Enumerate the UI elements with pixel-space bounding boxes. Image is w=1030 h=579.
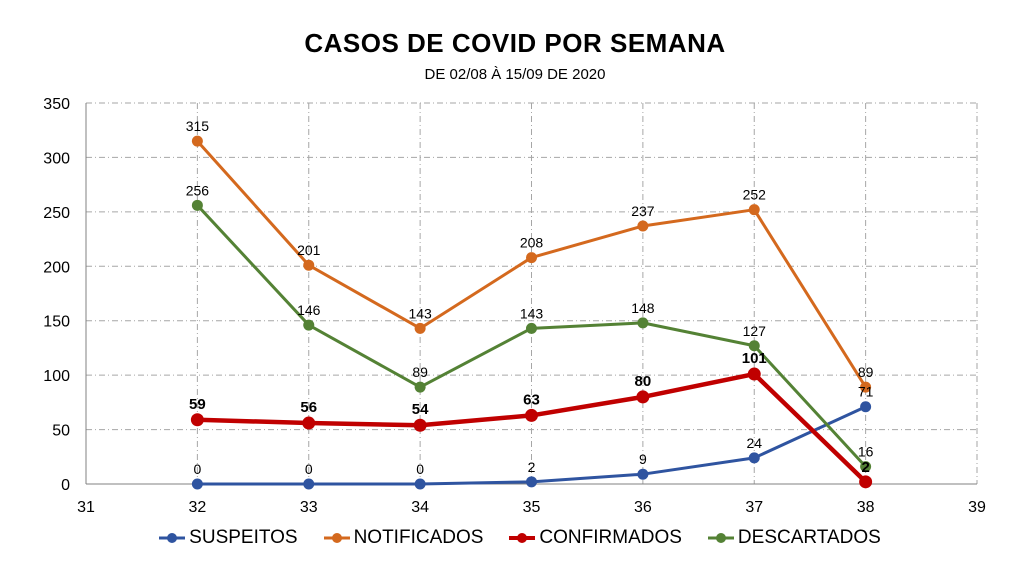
- legend-item-confirmados: CONFIRMADOS: [509, 527, 682, 549]
- data-label-descartados: 127: [743, 323, 767, 339]
- data-point-notificados: [191, 135, 203, 147]
- x-tick-label: 34: [411, 499, 429, 516]
- data-point-suspeitos: [191, 478, 203, 490]
- data-label-suspeitos: 0: [416, 461, 424, 477]
- data-label-notificados: 208: [520, 235, 544, 251]
- data-point-suspeitos: [748, 452, 760, 464]
- data-point-descartados: [414, 381, 426, 393]
- x-tick-label: 33: [300, 499, 318, 516]
- x-tick-label: 39: [968, 499, 986, 516]
- data-label-confirmados: 54: [412, 401, 429, 418]
- legend-label-notificados: NOTIFICADOS: [353, 527, 484, 548]
- legend-swatch-suspeitos: [159, 533, 186, 543]
- data-label-descartados: 143: [520, 305, 544, 321]
- y-tick-label: 100: [43, 368, 70, 385]
- data-label-descartados: 16: [858, 444, 874, 460]
- data-point-notificados: [860, 381, 872, 393]
- data-point-confirmados: [859, 475, 873, 489]
- y-tick-label: 250: [43, 205, 70, 222]
- chart-subtitle: DE 02/08 À 15/09 DE 2020: [424, 66, 606, 83]
- data-label-suspeitos: 0: [305, 461, 313, 477]
- data-label-confirmados: 101: [742, 350, 767, 367]
- data-point-confirmados: [190, 413, 204, 427]
- y-tick-label: 50: [52, 423, 70, 440]
- data-point-descartados: [637, 317, 649, 329]
- y-tick-label: 300: [43, 150, 70, 167]
- data-point-suspeitos: [637, 468, 649, 480]
- legend-label-suspeitos: SUSPEITOS: [189, 527, 298, 548]
- data-label-confirmados: 80: [635, 373, 652, 390]
- data-point-notificados: [526, 252, 537, 264]
- x-tick-label: 32: [188, 499, 206, 516]
- data-label-descartados: 89: [412, 364, 428, 380]
- data-point-descartados: [860, 461, 872, 473]
- data-label-suspeitos: 2: [528, 459, 536, 475]
- data-label-suspeitos: 9: [639, 451, 647, 467]
- x-tick-label: 38: [857, 499, 875, 516]
- x-tick-label: 36: [634, 499, 652, 516]
- legend: SUSPEITOS NOTIFICADOS CONFIRMADOS DESCARTAD…: [120, 526, 920, 550]
- data-point-notificados: [414, 322, 426, 334]
- y-tick-label: 200: [43, 259, 70, 276]
- data-point-descartados: [191, 199, 203, 211]
- legend-label-descartados: DESCARTADOS: [737, 527, 881, 548]
- data-label-confirmados: 63: [523, 391, 540, 408]
- legend-item-notificados: NOTIFICADOS: [323, 527, 484, 549]
- data-label-descartados: 256: [186, 182, 210, 198]
- data-point-confirmados: [413, 418, 427, 432]
- legend-item-descartados: DESCARTADOS: [707, 527, 881, 549]
- y-tick-label: 150: [43, 314, 70, 331]
- data-point-notificados: [748, 204, 760, 216]
- data-point-confirmados: [525, 408, 538, 422]
- data-point-notificados: [637, 220, 649, 232]
- series: [190, 135, 873, 490]
- grid: [86, 102, 978, 484]
- data-label-notificados: 143: [408, 305, 432, 321]
- x-tick-label: 31: [77, 499, 95, 516]
- data-label-notificados: 252: [743, 187, 767, 203]
- data-point-suspeitos: [526, 476, 537, 488]
- data-point-descartados: [748, 340, 760, 352]
- data-label-confirmados: 59: [189, 396, 206, 413]
- data-point-suspeitos: [860, 401, 872, 413]
- data-label-confirmados: 2: [861, 459, 869, 476]
- chart-title: CASOS DE COVID POR SEMANA: [304, 28, 726, 58]
- data-label-notificados: 89: [858, 364, 874, 380]
- data-label-notificados: 237: [631, 203, 655, 219]
- data-point-descartados: [526, 322, 537, 334]
- data-point-descartados: [303, 319, 315, 331]
- y-tick-label: 0: [61, 477, 70, 494]
- legend-swatch-confirmados: [509, 533, 536, 543]
- data-label-notificados: 315: [186, 118, 210, 134]
- data-label-confirmados: 56: [300, 399, 317, 416]
- data-label-descartados: 146: [297, 302, 321, 318]
- data-label-notificados: 201: [297, 242, 321, 258]
- legend-item-suspeitos: SUSPEITOS: [159, 527, 298, 549]
- data-label-suspeitos: 24: [746, 435, 762, 451]
- data-label-suspeitos: 0: [193, 461, 201, 477]
- y-tick-label: 350: [43, 96, 70, 113]
- x-tick-label: 37: [745, 499, 763, 516]
- data-point-confirmados: [747, 367, 761, 381]
- legend-label-confirmados: CONFIRMADOS: [539, 527, 682, 548]
- data-point-confirmados: [302, 416, 316, 430]
- data-point-suspeitos: [414, 478, 426, 490]
- legend-swatch-descartados: [707, 533, 734, 543]
- data-point-notificados: [303, 259, 315, 271]
- data-point-confirmados: [636, 390, 650, 404]
- x-tick-label: 35: [523, 499, 541, 516]
- data-labels: 0 0 0 2 9 24 71 315 201 143 208 237 252 89 59 56 54 63 80 1…: [186, 118, 874, 477]
- data-label-suspeitos: 71: [858, 384, 874, 400]
- data-point-suspeitos: [303, 478, 315, 490]
- data-label-descartados: 148: [631, 300, 655, 316]
- legend-swatch-notificados: [323, 533, 350, 543]
